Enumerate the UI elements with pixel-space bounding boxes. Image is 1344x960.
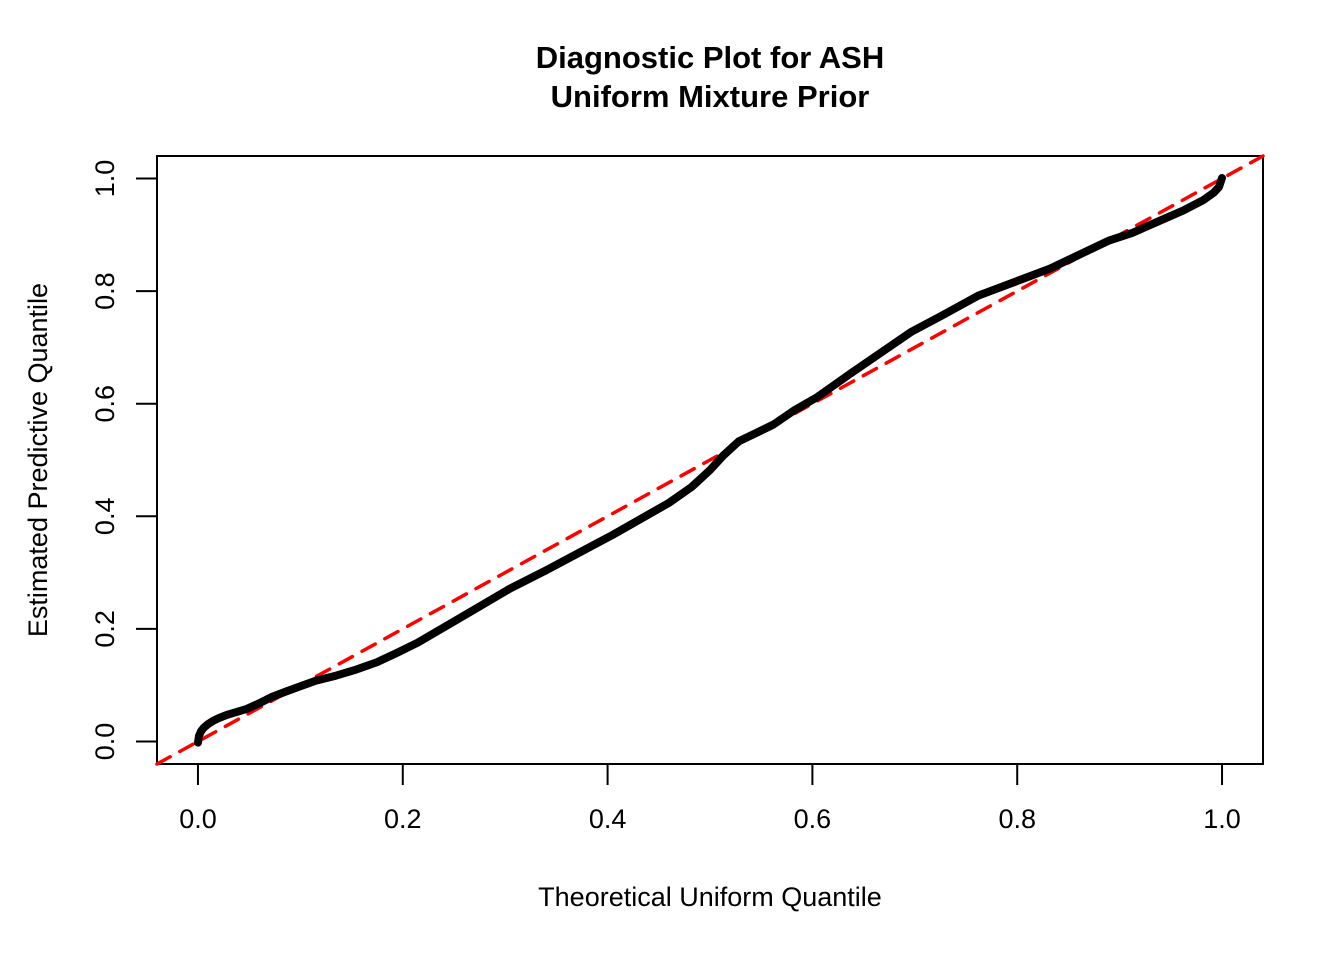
plot-title: Diagnostic Plot for ASH Uniform Mixture …: [157, 38, 1263, 116]
plot-box: [156, 155, 1264, 765]
y-tick-label: 0.8: [90, 272, 120, 310]
y-tick-label: 0.6: [90, 385, 120, 423]
x-tick-label: 0.0: [179, 804, 217, 834]
y-tick-label: 0.4: [90, 498, 120, 536]
y-axis-title: Estimated Predictive Quantile: [23, 282, 53, 638]
y-tick-label: 0.2: [90, 610, 120, 648]
plot-title-line-1: Diagnostic Plot for ASH: [535, 40, 885, 75]
x-axis-title: Theoretical Uniform Quantile: [538, 882, 882, 912]
x-tick-label: 0.6: [794, 804, 832, 834]
plot-title-line-2: Uniform Mixture Prior: [550, 79, 870, 114]
x-tick-label: 0.8: [998, 804, 1036, 834]
x-tick-label: 0.4: [589, 804, 627, 834]
qq-curve: [194, 174, 1226, 747]
y-tick-label: 1.0: [90, 160, 120, 198]
x-tick-label: 0.2: [384, 804, 422, 834]
y-tick-label: 0.0: [90, 723, 120, 761]
x-tick-label: 1.0: [1203, 804, 1241, 834]
